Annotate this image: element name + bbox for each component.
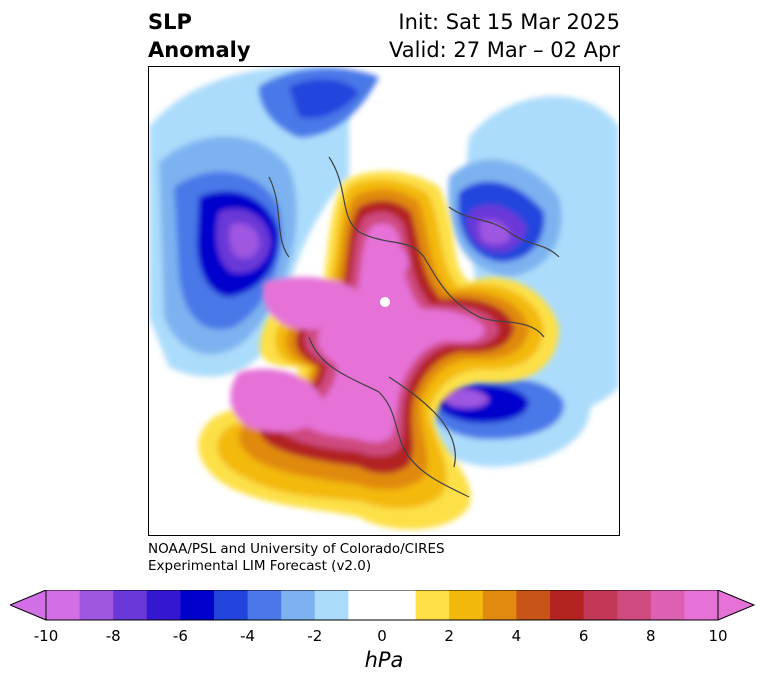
colorbar-cell [684,590,719,620]
credit-line-1: NOAA/PSL and University of Colorado/CIRE… [148,541,445,557]
colorbar-cells [46,590,719,620]
colorbar-cell [46,590,81,620]
colorbar-cell [348,590,383,620]
colorbar-cell [550,590,585,620]
colorbar-tick-label: 8 [646,627,656,645]
colorbar-cell [314,590,349,620]
colorbar-tick-label: 2 [444,627,454,645]
colorbar-tick-label: 10 [708,627,728,645]
colorbar-cell [79,590,114,620]
title-subvariable: Anomaly [148,38,251,62]
colorbar-cell [449,590,484,620]
colorbar-cell [583,590,618,620]
colorbar-cell [281,590,316,620]
colorbar-cell [482,590,517,620]
north-pole-marker [380,297,390,307]
colorbar-cell [146,590,181,620]
forecast-dates: Init: Sat 15 Mar 2025 Valid: 27 Mar – 02… [389,8,620,64]
colorbar-cell [214,590,249,620]
credit-line-2: Experimental LIM Forecast (v2.0) [148,558,372,574]
low-anomaly-atlantic [149,67,349,377]
colorbar-cell [415,590,450,620]
colorbar [10,590,756,621]
colorbar-max-arrow [718,590,754,620]
colorbar-cell [382,590,417,620]
init-date: Init: Sat 15 Mar 2025 [398,10,620,34]
colorbar-cell [180,590,215,620]
colorbar-min-arrow [10,590,46,620]
title-variable: SLP [148,10,192,34]
colorbar-tick-label: -10 [33,627,59,645]
colorbar-tick-label: -8 [105,627,121,645]
colorbar-cell [617,590,652,620]
colorbar-units: hPa [364,648,404,672]
slp-anomaly-field [149,67,619,530]
colorbar-cell [650,590,685,620]
map-title: SLP Anomaly [148,8,251,64]
polar-map [148,66,620,536]
colorbar-tick-label: -2 [307,627,323,645]
colorbar-tick-label: 6 [578,627,589,645]
data-credit: NOAA/PSL and University of Colorado/CIRE… [148,541,445,575]
colorbar-tick-label: -6 [172,627,188,645]
low-anomaly-north [259,68,379,137]
high-anomaly [198,171,559,530]
coastlines [268,156,560,498]
colorbar-tick-label: -4 [240,627,256,645]
colorbar-tick-label: 4 [511,627,522,645]
colorbar-cell [516,590,551,620]
valid-date-range: Valid: 27 Mar – 02 Apr [389,38,620,62]
colorbar-tick-label: 0 [377,627,387,645]
colorbar-cell [113,590,148,620]
colorbar-cell [247,590,282,620]
low-anomaly-pacific [417,367,591,467]
